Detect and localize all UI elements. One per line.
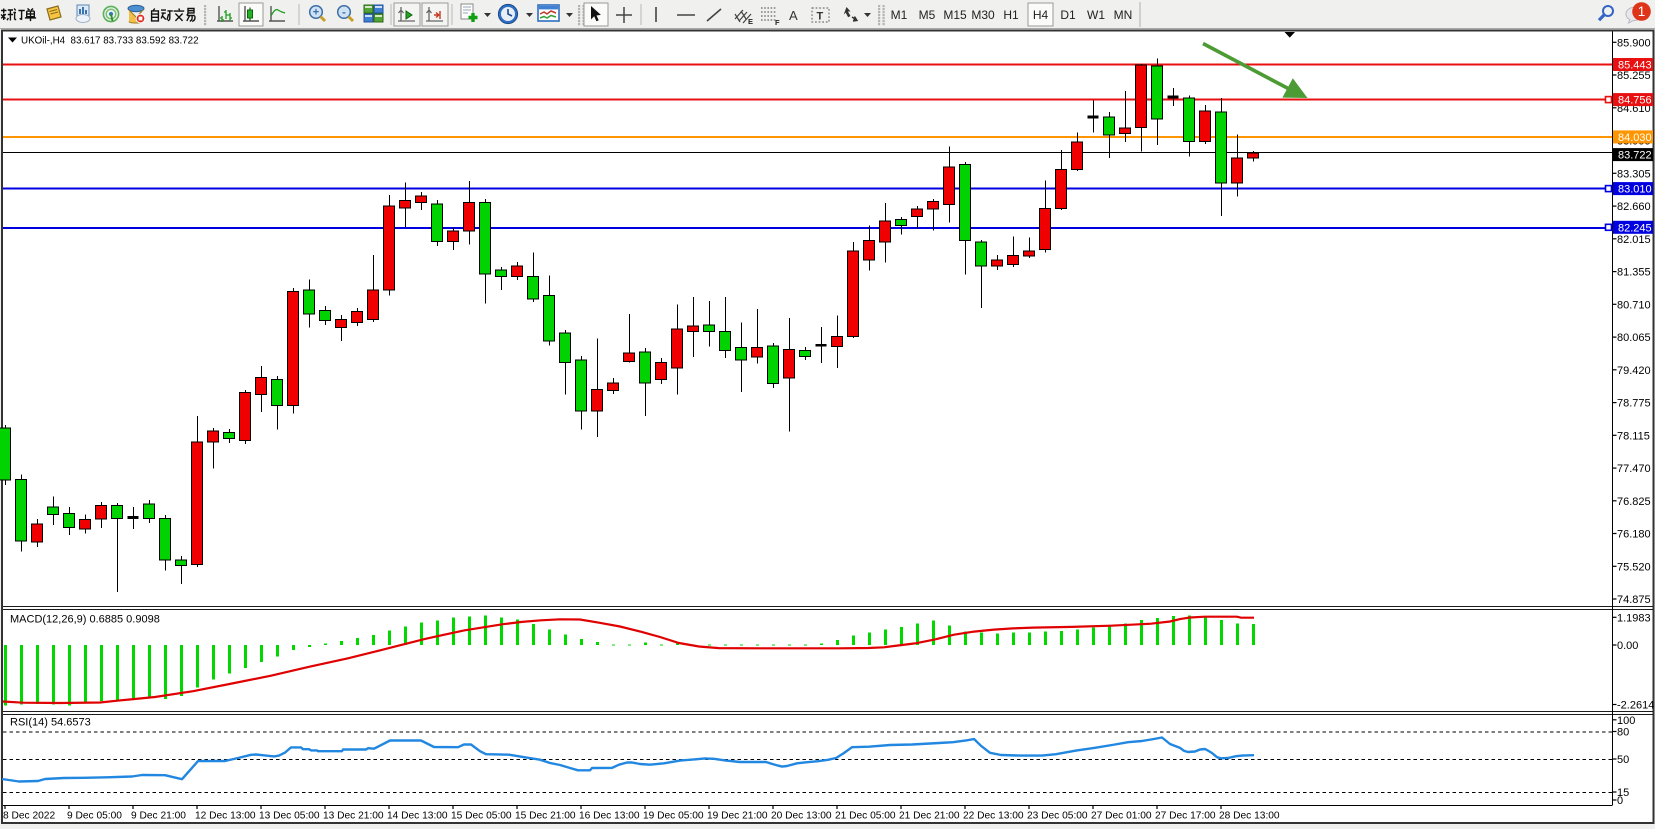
svg-text:27 Dec 01:00: 27 Dec 01:00 xyxy=(1091,811,1152,822)
svg-text:15 Dec 05:00: 15 Dec 05:00 xyxy=(451,811,512,822)
svg-text:27 Dec 17:00: 27 Dec 17:00 xyxy=(1155,811,1216,822)
svg-text:T: T xyxy=(817,11,824,23)
svg-text:85.443: 85.443 xyxy=(1618,60,1652,72)
svg-text:1: 1 xyxy=(1638,4,1646,19)
svg-text:84.030: 84.030 xyxy=(1618,132,1652,144)
svg-text:MN: MN xyxy=(1114,8,1133,22)
svg-text:-2.2614: -2.2614 xyxy=(1617,700,1654,712)
svg-text:1.1983: 1.1983 xyxy=(1617,612,1651,624)
svg-text:0.00: 0.00 xyxy=(1617,640,1638,652)
svg-text:F: F xyxy=(775,18,780,27)
svg-text:UKOil-,H4 83.617 83.733 83.59: UKOil-,H4 83.617 83.733 83.592 83.722 xyxy=(21,36,199,47)
svg-text:RSI(14) 54.6573: RSI(14) 54.6573 xyxy=(10,717,91,729)
svg-text:78.775: 78.775 xyxy=(1617,398,1651,410)
svg-text:19 Dec 21:00: 19 Dec 21:00 xyxy=(707,811,768,822)
svg-text:9 Dec 05:00: 9 Dec 05:00 xyxy=(67,811,122,822)
svg-text:8 Dec 2022: 8 Dec 2022 xyxy=(3,811,55,822)
svg-text:79.420: 79.420 xyxy=(1617,365,1651,377)
svg-text:20 Dec 13:00: 20 Dec 13:00 xyxy=(771,811,832,822)
svg-text:83.010: 83.010 xyxy=(1618,184,1652,196)
svg-text:80.710: 80.710 xyxy=(1617,299,1651,311)
svg-text:M15: M15 xyxy=(943,8,967,22)
svg-text:21 Dec 05:00: 21 Dec 05:00 xyxy=(835,811,896,822)
svg-text:19 Dec 05:00: 19 Dec 05:00 xyxy=(643,811,704,822)
svg-text:81.355: 81.355 xyxy=(1617,267,1651,279)
svg-text:74.875: 74.875 xyxy=(1617,594,1651,606)
svg-text:50: 50 xyxy=(1617,754,1629,766)
svg-text:15: 15 xyxy=(1617,787,1629,799)
svg-text:83.305: 83.305 xyxy=(1617,168,1651,180)
svg-text:75.520: 75.520 xyxy=(1617,561,1651,573)
svg-text:13 Dec 05:00: 13 Dec 05:00 xyxy=(259,811,320,822)
svg-text:H4: H4 xyxy=(1033,8,1049,22)
svg-text:14 Dec 13:00: 14 Dec 13:00 xyxy=(387,811,448,822)
svg-text:84.756: 84.756 xyxy=(1618,95,1652,107)
svg-text:23 Dec 05:00: 23 Dec 05:00 xyxy=(1027,811,1088,822)
svg-text:M30: M30 xyxy=(971,8,995,22)
svg-text:100: 100 xyxy=(1617,715,1635,727)
svg-text:12 Dec 13:00: 12 Dec 13:00 xyxy=(195,811,256,822)
svg-text:-: - xyxy=(342,7,346,19)
svg-text:9 Dec 21:00: 9 Dec 21:00 xyxy=(131,811,186,822)
svg-text:82.015: 82.015 xyxy=(1617,234,1651,246)
svg-text:+: + xyxy=(313,7,319,19)
svg-text:85.900: 85.900 xyxy=(1617,37,1651,49)
svg-text:W1: W1 xyxy=(1087,8,1105,22)
svg-text:77.470: 77.470 xyxy=(1617,463,1651,475)
svg-text:80: 80 xyxy=(1617,727,1629,739)
svg-text:76.180: 76.180 xyxy=(1617,529,1651,541)
svg-text:80.065: 80.065 xyxy=(1617,332,1651,344)
svg-text:A: A xyxy=(789,8,798,23)
svg-text:85.255: 85.255 xyxy=(1617,70,1651,82)
svg-text:13 Dec 21:00: 13 Dec 21:00 xyxy=(323,811,384,822)
svg-text:28 Dec 13:00: 28 Dec 13:00 xyxy=(1219,811,1280,822)
svg-text:21 Dec 21:00: 21 Dec 21:00 xyxy=(899,811,960,822)
svg-text:0: 0 xyxy=(1617,795,1623,807)
svg-text:M5: M5 xyxy=(919,8,936,22)
svg-text:78.115: 78.115 xyxy=(1617,430,1650,442)
svg-text:76.825: 76.825 xyxy=(1617,496,1651,508)
svg-text:22 Dec 13:00: 22 Dec 13:00 xyxy=(963,811,1024,822)
svg-text:15 Dec 21:00: 15 Dec 21:00 xyxy=(515,811,576,822)
svg-text:H1: H1 xyxy=(1003,8,1019,22)
svg-text:M1: M1 xyxy=(891,8,908,22)
svg-text:82.660: 82.660 xyxy=(1617,201,1651,213)
svg-text:16 Dec 13:00: 16 Dec 13:00 xyxy=(579,811,640,822)
svg-text:MACD(12,26,9) 0.6885 0.9098: MACD(12,26,9) 0.6885 0.9098 xyxy=(10,614,160,626)
svg-text:E: E xyxy=(748,17,753,26)
svg-text:D1: D1 xyxy=(1060,8,1076,22)
svg-text:83.722: 83.722 xyxy=(1618,150,1652,162)
svg-text:82.245: 82.245 xyxy=(1618,222,1652,234)
